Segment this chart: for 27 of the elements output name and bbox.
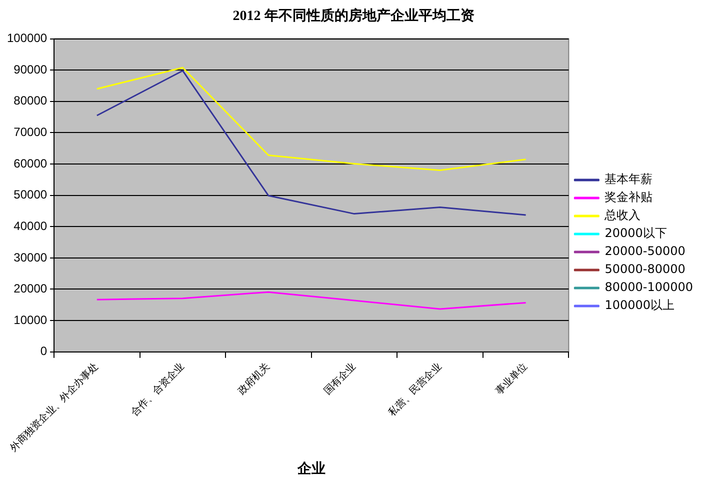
y-tick-label: 40000 <box>14 218 48 233</box>
y-tick-label: 60000 <box>14 156 48 170</box>
chart-title: 2012 年不同性质的房地产企业平均工资 <box>232 7 474 24</box>
x-tick-label: 政府机关 <box>236 360 272 398</box>
legend-label: 奖金补贴 <box>604 190 653 204</box>
y-tick-label: 0 <box>40 344 48 358</box>
y-tick-label: 50000 <box>14 188 48 202</box>
y-tick-label: 30000 <box>14 250 48 264</box>
x-tick-label: 合作、合资企业 <box>128 360 187 419</box>
legend-label: 80000-100000 <box>604 280 693 294</box>
legend-label: 总收入 <box>604 208 641 222</box>
y-tick-label: 10000 <box>14 312 48 327</box>
legend-label: 基本年薪 <box>604 172 653 186</box>
y-tick-label: 70000 <box>14 125 48 140</box>
x-tick-label: 事业单位 <box>492 360 530 398</box>
y-tick-label: 100000 <box>6 31 48 46</box>
x-axis-title: 企业 <box>296 461 326 478</box>
legend-label: 100000以上 <box>604 298 674 312</box>
legend-label: 20000以下 <box>604 226 667 240</box>
x-tick-label: 私营、民营企业 <box>386 360 444 419</box>
y-tick-label: 90000 <box>14 62 48 76</box>
y-tick-label: 20000 <box>14 282 48 296</box>
legend-label: 50000-80000 <box>604 262 686 276</box>
legend-label: 20000-50000 <box>604 244 686 258</box>
y-tick-label: 80000 <box>14 94 48 108</box>
x-tick-label: 外商独资企业、外企办事处 <box>8 360 101 454</box>
x-tick-label: 国有企业 <box>321 360 358 398</box>
